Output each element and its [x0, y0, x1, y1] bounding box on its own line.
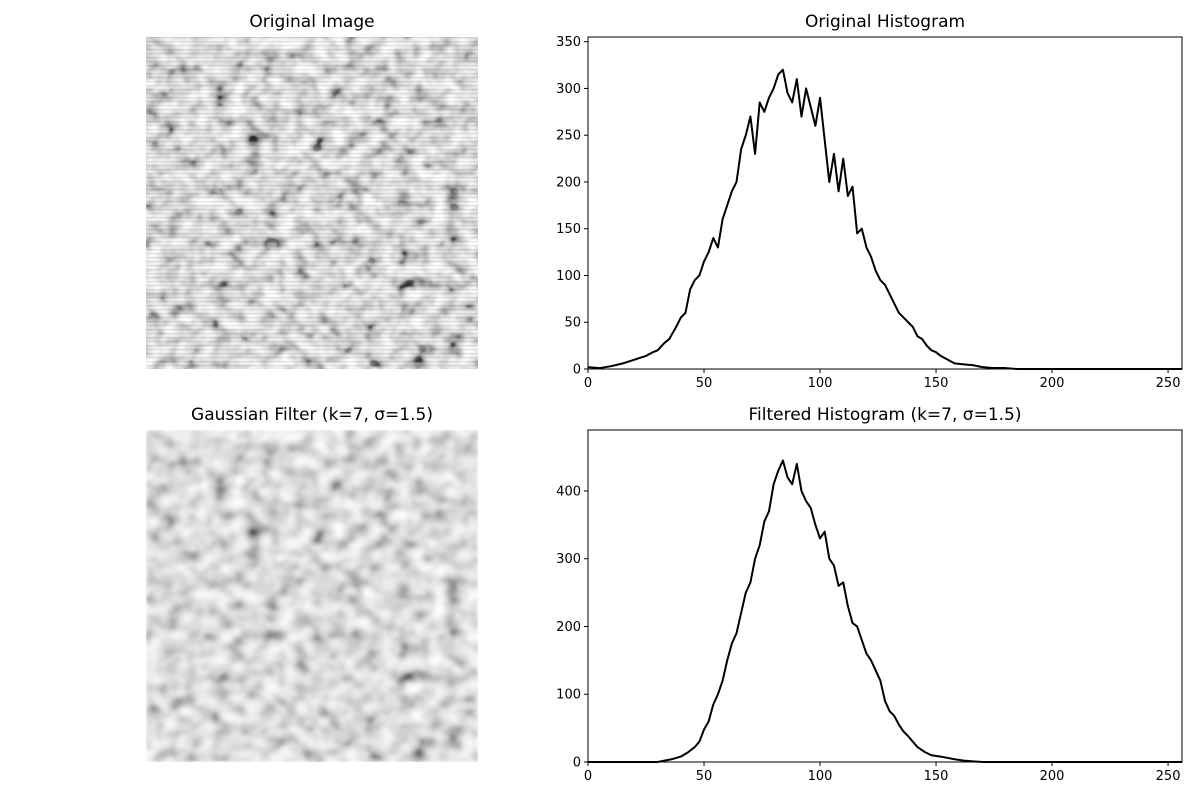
y-tick-label: 0 — [573, 363, 581, 378]
y-tick-label: 350 — [556, 35, 581, 50]
x-tick-label: 150 — [924, 769, 949, 784]
x-tick-label: 200 — [1040, 769, 1065, 784]
original-image-title: Original Image — [249, 12, 375, 32]
y-tick-label: 200 — [556, 175, 581, 190]
filtered-histogram-title: Filtered Histogram (k=7, σ=1.5) — [748, 405, 1022, 425]
y-tick-label: 50 — [564, 316, 581, 331]
x-tick-label: 50 — [696, 769, 713, 784]
x-tick-label: 150 — [924, 376, 949, 391]
original-image — [146, 37, 478, 369]
x-tick-label: 250 — [1156, 769, 1181, 784]
y-tick-label: 300 — [556, 552, 581, 567]
y-tick-label: 100 — [556, 269, 581, 284]
axes-frame — [587, 36, 1183, 370]
y-tick-label: 0 — [573, 756, 581, 771]
y-tick-label: 100 — [556, 688, 581, 703]
y-tick-label: 300 — [556, 82, 581, 97]
x-tick-label: 50 — [696, 376, 713, 391]
filtered-image — [146, 430, 478, 762]
x-tick-label: 200 — [1040, 376, 1065, 391]
x-tick-label: 0 — [584, 376, 592, 391]
x-tick-label: 0 — [584, 769, 592, 784]
y-tick-label: 250 — [556, 129, 581, 144]
original-histogram-plot: 0 50 100 150 200 250 0 50 100 150 200 250 300 350 — [556, 35, 1183, 391]
original-histogram-title: Original Histogram — [804, 12, 966, 32]
x-tick-label: 100 — [808, 376, 833, 391]
y-tick-label: 400 — [556, 484, 581, 499]
x-tick-label: 250 — [1156, 376, 1181, 391]
filtered-histogram-plot: 0 50 100 150 200 250 0 100 200 300 400 — [556, 429, 1183, 784]
y-tick-label: 150 — [556, 222, 581, 237]
histogram-line — [588, 459, 1182, 763]
filtered-image-title: Gaussian Filter (k=7, σ=1.5) — [191, 405, 433, 425]
x-tick-label: 100 — [808, 769, 833, 784]
histogram-line — [587, 68, 1182, 370]
y-tick-label: 200 — [556, 620, 581, 635]
axes-frame — [587, 429, 1183, 763]
